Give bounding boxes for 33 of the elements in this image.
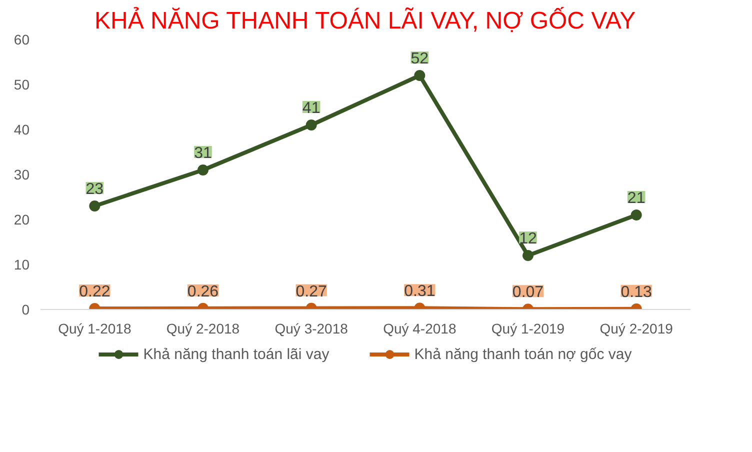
chart-title: KHẢ NĂNG THANH TOÁN LÃI VAY, NỢ GỐC VAY [94, 6, 636, 34]
y-tick-label: 60 [14, 32, 30, 48]
data-label: 23 [86, 181, 104, 198]
y-tick-label: 0 [22, 302, 30, 318]
data-label: 21 [627, 190, 646, 207]
y-tick-label: 20 [14, 212, 30, 228]
data-label: 0.31 [404, 283, 436, 300]
point [630, 210, 642, 220]
point [414, 70, 426, 81]
data-label: 12 [519, 230, 537, 248]
y-tick-label: 10 [14, 256, 30, 272]
data-label: 52 [410, 50, 429, 68]
x-tick-label: Quý 3-2018 [274, 320, 348, 336]
point [306, 120, 317, 130]
x-tick-label: Quý 1-2018 [58, 320, 132, 336]
y-tick-label: 40 [14, 122, 30, 138]
point [89, 200, 100, 212]
data-label: 41 [302, 100, 320, 117]
x-tick-label: Quý 1-2019 [491, 320, 565, 336]
data-label: 0.26 [187, 283, 219, 300]
legend-label: Khả năng thanh toán lãi vay [143, 346, 330, 362]
legend-label: Khả năng thanh toán nợ gốc vay [414, 346, 632, 362]
x-tick-label: Quý 2-2018 [166, 320, 240, 336]
x-tick-label: Quý 4-2018 [383, 320, 456, 336]
y-tick-label: 30 [14, 166, 30, 182]
data-label: 0.07 [512, 284, 544, 302]
data-label: 0.13 [620, 284, 652, 301]
point [198, 164, 208, 176]
data-label: 0.27 [296, 283, 328, 300]
data-label: 0.22 [79, 284, 110, 301]
y-tick-label: 50 [14, 76, 30, 92]
data-label: 31 [194, 145, 212, 162]
x-tick-label: Quý 2-2019 [600, 320, 674, 336]
